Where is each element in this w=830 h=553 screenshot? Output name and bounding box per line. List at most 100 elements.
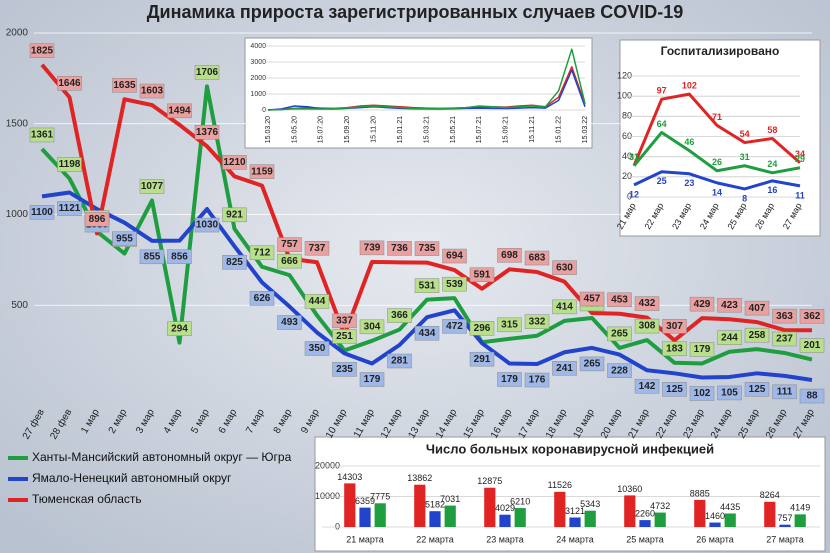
- line: [632, 92, 801, 167]
- data-label: 735: [419, 243, 436, 254]
- data-label: 8264: [760, 490, 780, 500]
- data-label-box: [442, 276, 467, 292]
- data-label-box: [332, 313, 357, 329]
- bar: [344, 483, 356, 527]
- data-label: 34: [795, 149, 805, 159]
- chart-title: Число больных коронавирусной инфекцией: [426, 441, 714, 456]
- data-label: 11: [795, 190, 805, 200]
- data-label-box: [524, 250, 550, 266]
- data-label: 1376: [196, 127, 219, 138]
- data-label: 423: [721, 300, 738, 311]
- data-label-box: [139, 83, 165, 99]
- y-tick-label: 2000: [6, 28, 29, 39]
- data-label-box: [29, 205, 55, 220]
- bar: [709, 522, 721, 527]
- data-label: 125: [749, 384, 766, 395]
- data-label: 1825: [31, 45, 54, 56]
- data-label: 241: [556, 363, 573, 374]
- bar: [584, 510, 596, 527]
- data-label-box: [772, 308, 797, 324]
- data-label-box: [194, 125, 220, 140]
- data-label: 291: [474, 354, 491, 365]
- data-label-box: [497, 372, 522, 387]
- data-label-box: [84, 212, 110, 227]
- y-tick-label: 120: [617, 70, 632, 80]
- y-tick-label: 20000: [315, 460, 340, 470]
- data-label-box: [414, 325, 440, 341]
- data-label: 736: [391, 243, 408, 254]
- data-label-box: [772, 331, 797, 347]
- data-label: 694: [446, 251, 463, 262]
- line: [41, 190, 813, 383]
- data-label: 1494: [168, 105, 191, 116]
- bar: [484, 487, 496, 527]
- line: [633, 170, 801, 191]
- data-label-box: [552, 299, 577, 315]
- data-label-box: [112, 77, 137, 93]
- data-label-box: [222, 255, 247, 270]
- x-tick-label: 15.11.21: [529, 116, 536, 143]
- data-label: 1159: [251, 166, 273, 177]
- data-label: 31: [629, 152, 639, 162]
- x-tick-label: 15.05.20: [291, 116, 298, 143]
- chart-title: Динамика прироста зарегистрированных слу…: [147, 2, 684, 22]
- data-label: 228: [611, 365, 628, 376]
- data-label: 201: [804, 340, 821, 351]
- y-tick-label: 20: [622, 171, 632, 181]
- data-label: 493: [281, 317, 298, 328]
- data-label: 1210: [223, 157, 246, 168]
- bar: [569, 517, 581, 527]
- data-label-box: [442, 248, 467, 264]
- y-tick-label: 2000: [250, 75, 266, 82]
- y-tick-label: 4000: [250, 43, 266, 50]
- data-label-box: [167, 249, 192, 264]
- data-label-box: [359, 319, 385, 335]
- x-tick-label: 26 марта: [696, 534, 734, 544]
- data-label: 102: [694, 388, 711, 399]
- data-label-box: [139, 249, 165, 265]
- data-label: 362: [804, 311, 821, 322]
- data-label: 26: [712, 157, 722, 167]
- data-label-box: [717, 297, 742, 313]
- data-label: 16: [767, 185, 777, 195]
- data-label-box: [634, 318, 660, 334]
- data-label-box: [29, 127, 55, 143]
- data-label-box: [222, 207, 247, 223]
- data-label: 1635: [113, 80, 136, 91]
- data-label: 64: [657, 119, 667, 129]
- legend-label: Ханты-Мансийский автономный округ — Югра: [32, 450, 292, 464]
- x-tick-label: 15.05.21: [450, 116, 457, 143]
- y-tick-label: 40: [622, 151, 632, 161]
- bar: [794, 514, 806, 527]
- x-tick-label: 21 марта: [346, 534, 384, 544]
- data-label-box: [387, 308, 412, 323]
- bar: [499, 514, 511, 527]
- data-label: 6210: [510, 496, 530, 506]
- data-label: 12875: [477, 476, 502, 486]
- data-label-box: [469, 321, 495, 336]
- data-label: 111: [777, 386, 793, 397]
- data-label: 626: [254, 293, 271, 304]
- data-label: 24: [767, 159, 777, 169]
- data-label-box: [57, 201, 82, 216]
- data-label: 332: [529, 316, 546, 327]
- data-label: 432: [639, 298, 656, 309]
- data-label: 350: [309, 343, 326, 354]
- data-label: 179: [364, 374, 381, 385]
- y-tick-label: 10000: [315, 491, 340, 501]
- data-label: 955: [116, 233, 133, 244]
- y-tick-label: 500: [11, 300, 28, 311]
- data-label: 12: [629, 189, 639, 199]
- data-label: 737: [309, 243, 326, 254]
- bar: [429, 511, 441, 527]
- data-label-box: [277, 315, 302, 330]
- x-tick-label: 15.09.20: [344, 116, 351, 143]
- legend-label: Ямало-Ненецкий автономный округ: [32, 471, 232, 485]
- data-label: 71: [712, 112, 722, 122]
- data-label-box: [304, 341, 330, 356]
- x-tick-label: 25 марта: [626, 534, 664, 544]
- y-tick-label: 0: [627, 191, 632, 201]
- data-label-box: [469, 351, 495, 367]
- x-tick-label: 23 марта: [486, 534, 524, 544]
- data-label-box: [112, 231, 137, 246]
